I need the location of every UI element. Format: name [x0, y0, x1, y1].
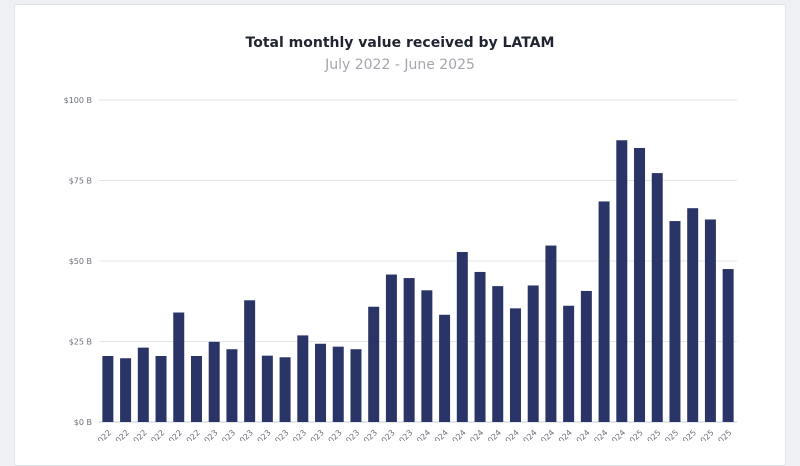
- y-axis-tick-labels: $0 B $25 B $50 B $75 B $100 B: [64, 96, 92, 427]
- y-tick-label: $100 B: [64, 96, 92, 105]
- bar: [651, 173, 663, 422]
- chart-title: Total monthly value received by LATAM: [245, 35, 555, 51]
- bar-chart: $0 B $25 B $50 B $75 B $100 B Jul 2022Aug 20…: [64, 96, 737, 441]
- bar: [616, 140, 628, 422]
- bar: [492, 286, 504, 422]
- bar: [279, 357, 291, 422]
- bar: [208, 341, 220, 422]
- x-axis-tick-labels: Jul 2022Aug 2022Sep 2022Oct 2022Nov 2022…: [83, 428, 733, 441]
- bar: [155, 355, 167, 422]
- bar: [261, 355, 273, 422]
- bar: [545, 245, 557, 422]
- bar: [456, 251, 468, 422]
- bar: [102, 355, 114, 422]
- chart-subtitle: July 2022 - June 2025: [325, 57, 475, 73]
- bars: [102, 140, 734, 422]
- grid-lines: [99, 99, 737, 423]
- bar: [421, 290, 433, 422]
- bar: [297, 335, 309, 422]
- bar: [474, 271, 486, 422]
- bar: [704, 219, 716, 422]
- bar: [722, 269, 734, 422]
- bar: [634, 147, 646, 422]
- bar: [190, 355, 202, 422]
- y-tick-label: $50 B: [69, 257, 92, 266]
- y-tick-label: $75 B: [69, 177, 92, 186]
- y-tick-label: $25 B: [69, 338, 92, 347]
- bar: [244, 300, 256, 422]
- bar: [315, 343, 327, 422]
- bar: [137, 347, 149, 422]
- x-tick-label: Jul 2022: [83, 428, 113, 441]
- bar: [173, 312, 185, 422]
- bar: [332, 346, 344, 422]
- bar: [669, 221, 681, 422]
- bar: [509, 308, 521, 422]
- bar: [385, 274, 397, 422]
- bar: [580, 290, 592, 422]
- bar: [350, 349, 362, 422]
- bar: [120, 358, 132, 422]
- bar: [403, 278, 415, 422]
- bar: [687, 208, 699, 422]
- bar: [439, 314, 451, 422]
- bar: [226, 349, 238, 422]
- bar: [527, 285, 539, 422]
- bar: [368, 306, 380, 422]
- bar: [563, 305, 575, 422]
- y-tick-label: $0 B: [74, 418, 92, 427]
- bar: [598, 201, 610, 422]
